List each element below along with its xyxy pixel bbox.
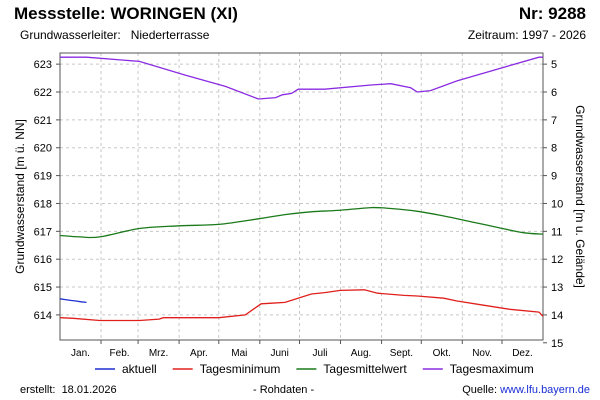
month-label: Okt. xyxy=(433,348,451,359)
y-tick-label: 618 xyxy=(34,198,52,210)
y-tick-label: 615 xyxy=(34,282,52,294)
raw-data-note: - Rohdaten - xyxy=(253,384,315,396)
month-label: Mrz. xyxy=(149,348,168,359)
legend-label-tagesmaximum: Tagesmaximum xyxy=(450,362,534,376)
y2-tick-label: 11 xyxy=(551,226,562,238)
legend-label-tagesmittelwert: Tagesmittelwert xyxy=(323,362,407,376)
y2-tick-label: 13 xyxy=(551,282,563,294)
y2-axis-label: Grundwasserstand [m u. Gelände] xyxy=(573,105,587,288)
y-tick-label: 622 xyxy=(34,87,52,99)
y2-tick-label: 6 xyxy=(551,87,557,99)
month-label: Nov. xyxy=(472,348,492,359)
month-label: Feb. xyxy=(110,348,130,359)
axes: 614 615 616 617 618 619 620 621 622 623 5 6 7 8 9 10 11 1… xyxy=(34,52,563,359)
month-label: Apr. xyxy=(190,348,208,359)
month-label: Juni xyxy=(270,348,288,359)
source-link[interactable]: www.lfu.bayern.de xyxy=(500,384,590,396)
y-tick-label: 617 xyxy=(34,226,52,238)
y2-tick-label: 15 xyxy=(551,338,563,350)
legend: aktuell Tagesminimum Tagesmittelwert Tagesm… xyxy=(95,362,534,376)
month-label: Dez. xyxy=(512,348,533,359)
series-line-tagesmaximum xyxy=(60,56,543,100)
y-axis-label: Grundwasserstand [m ü. NN] xyxy=(13,119,27,274)
y2-tick-label: 5 xyxy=(551,59,557,71)
grid xyxy=(60,53,543,340)
aquifer-label: Grundwasserleiter: Niederterrasse xyxy=(20,28,210,42)
series-lines xyxy=(59,56,544,322)
series-line-tagesmittelwert xyxy=(59,206,544,239)
month-label: Sept. xyxy=(390,348,413,359)
plot-frame xyxy=(59,52,544,341)
y2-tick-label: 7 xyxy=(551,115,557,127)
legend-label-aktuell: aktuell xyxy=(122,362,157,376)
y2-tick-label: 14 xyxy=(551,310,563,322)
month-label: Jan. xyxy=(71,348,90,359)
series-line-aktuell xyxy=(59,298,87,304)
period-label: Zeitraum: 1997 - 2026 xyxy=(467,28,586,42)
month-label: Juli xyxy=(313,348,328,359)
y-tick-label: 623 xyxy=(34,59,52,71)
y-tick-label: 621 xyxy=(34,115,52,127)
y-tick-label: 619 xyxy=(34,171,52,183)
month-label: Aug. xyxy=(351,348,372,359)
created-date: erstellt: 18.01.2026 xyxy=(20,384,117,396)
legend-label-tagesminimum: Tagesminimum xyxy=(200,362,281,376)
y2-tick-label: 9 xyxy=(551,171,557,183)
y2-tick-label: 10 xyxy=(551,198,563,210)
y-tick-label: 614 xyxy=(34,310,52,322)
series-line-tagesminimum xyxy=(59,289,544,322)
source-label: Quelle: xyxy=(462,384,501,396)
y-tick-label: 620 xyxy=(34,143,52,155)
source-note: Quelle: www.lfu.bayern.de xyxy=(462,384,590,396)
y2-tick-label: 8 xyxy=(551,143,557,155)
month-label: Mai xyxy=(231,348,247,359)
y-tick-label: 616 xyxy=(34,254,52,266)
station-title: Messstelle: WORINGEN (XI) xyxy=(14,4,238,23)
y2-tick-label: 12 xyxy=(551,254,563,266)
station-number: Nr: 9288 xyxy=(518,4,586,23)
